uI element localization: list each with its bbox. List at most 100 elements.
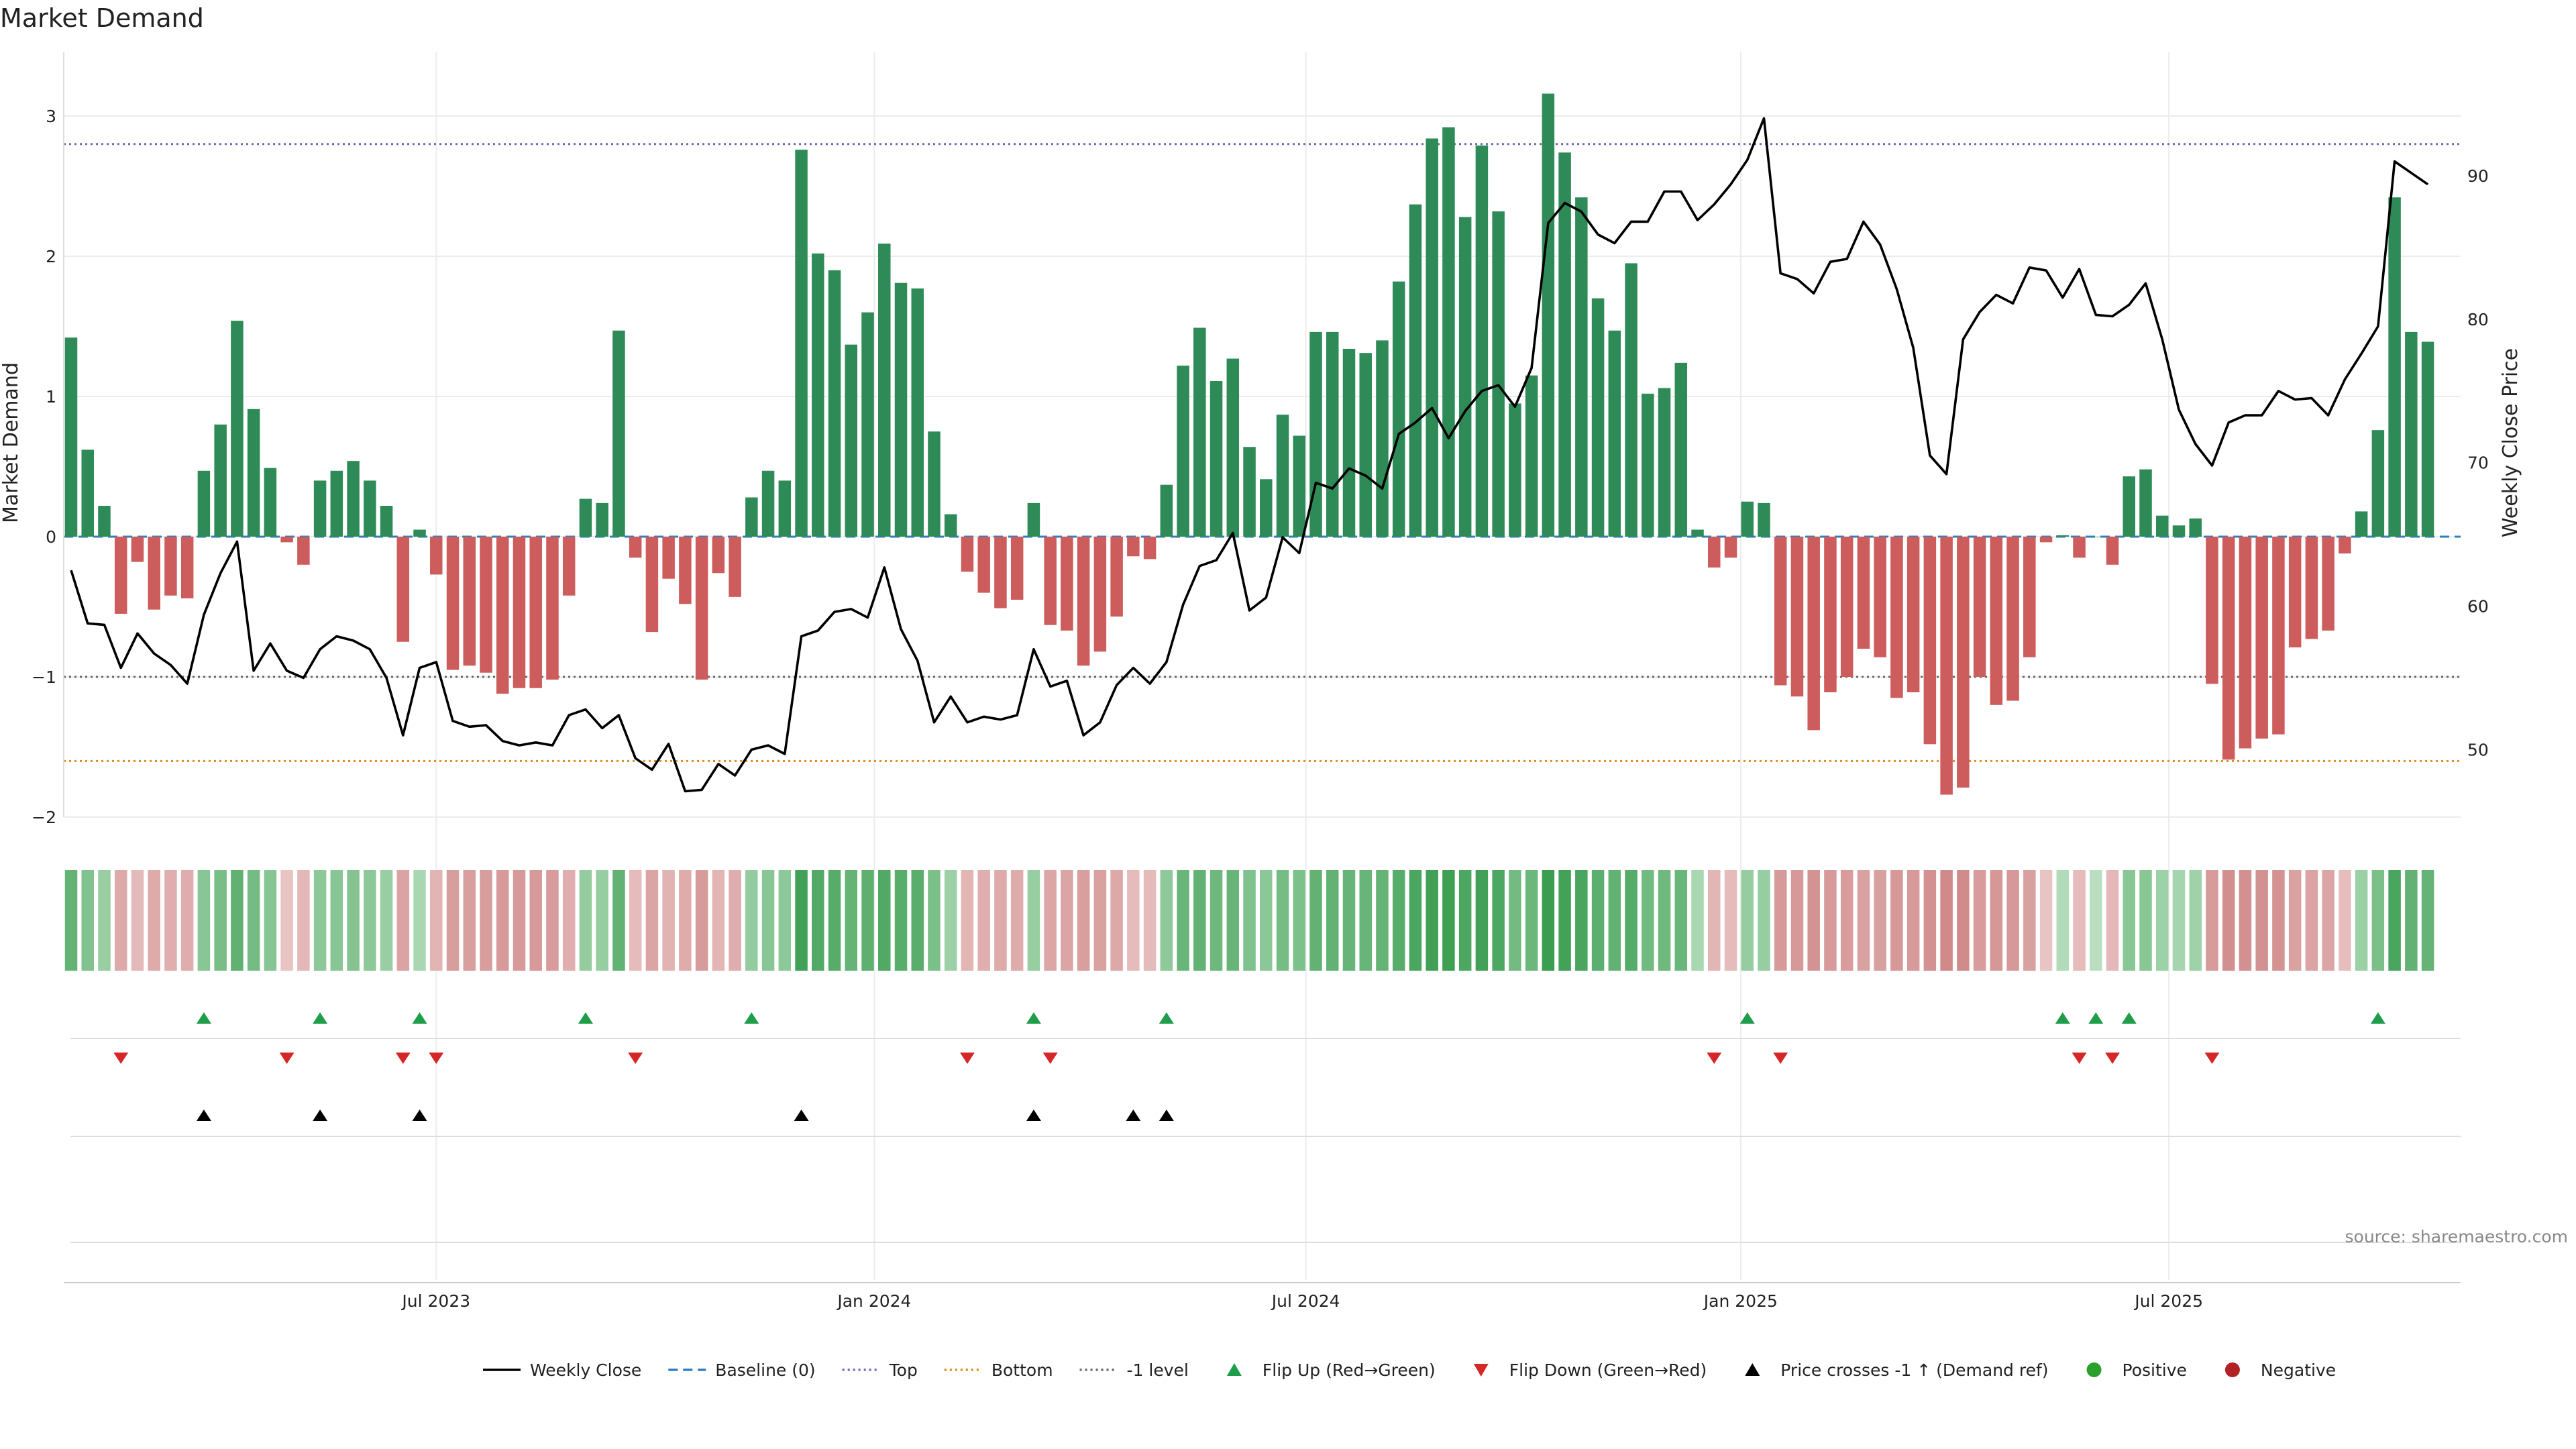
demand-bar — [662, 537, 675, 579]
heatmap-cell — [1226, 870, 1240, 971]
chart-title: Market Demand — [0, 3, 204, 33]
demand-bar — [845, 344, 858, 537]
demand-bar — [928, 431, 941, 537]
demand-bar — [1857, 537, 1870, 649]
demand-bar — [2123, 476, 2136, 537]
price-cross-marker — [1159, 1110, 1174, 1121]
heatmap-cell — [1426, 870, 1438, 971]
demand-bar — [2006, 537, 2019, 701]
heatmap-cell — [1442, 870, 1455, 971]
demand-bar — [1558, 152, 1571, 537]
y2-tick-label: 50 — [2467, 740, 2489, 759]
legend-item: Positive — [2086, 1360, 2187, 1380]
demand-bar — [1923, 537, 1937, 745]
demand-bar — [1790, 537, 1804, 697]
demand-bar — [1077, 537, 1090, 666]
x-tick-label: Jan 2024 — [836, 1291, 911, 1311]
heatmap-cell — [1542, 870, 1555, 971]
legend-label: Weekly Close — [530, 1360, 641, 1380]
demand-bar — [1708, 537, 1721, 568]
legend-label: -1 level — [1127, 1360, 1189, 1380]
heatmap-cell — [1359, 870, 1372, 971]
legend-label: Positive — [2123, 1360, 2187, 1380]
y-tick-label: −1 — [32, 667, 56, 687]
heatmap-cell — [579, 870, 592, 971]
heatmap-cell — [845, 870, 858, 971]
demand-bar — [1509, 403, 1521, 537]
demand-bar — [413, 529, 426, 537]
heatmap-cell — [180, 870, 194, 971]
demand-bar — [164, 537, 177, 596]
demand-bar — [2322, 537, 2334, 631]
demand-bar — [1973, 537, 1986, 677]
demand-bar — [2222, 537, 2235, 760]
legend-label: Flip Down (Green→Red) — [1509, 1360, 1707, 1380]
heatmap-cell — [1724, 870, 1737, 971]
heatmap-cell — [214, 870, 227, 971]
heatmap-cell — [148, 870, 160, 971]
demand-bar — [1840, 537, 1854, 677]
heatmap-cell — [1061, 870, 1073, 971]
demand-bar — [148, 537, 160, 610]
legend: Weekly Close Baseline (0) Top Bottom -1 leve… — [483, 1360, 2336, 1380]
demand-bar — [1359, 353, 1372, 537]
marker-rows — [70, 1012, 2461, 1243]
flip-up-marker — [2370, 1012, 2385, 1024]
demand-bar — [2371, 430, 2385, 537]
demand-bar — [1309, 331, 1322, 537]
heatmap-cell — [1376, 870, 1389, 971]
heatmap-cell — [961, 870, 974, 971]
heatmap-cell — [1044, 870, 1057, 971]
flip-down-marker — [628, 1053, 643, 1064]
demand-bar — [1061, 537, 1073, 631]
flip-down-marker — [279, 1053, 294, 1064]
demand-bar — [1177, 366, 1189, 537]
flip-up-marker — [1159, 1012, 1174, 1024]
demand-bar — [1824, 537, 1837, 692]
demand-bar — [231, 321, 244, 537]
heatmap-cell — [1293, 870, 1306, 971]
demand-bar — [1127, 537, 1140, 557]
flip-up-marker — [2121, 1012, 2137, 1024]
demand-bar — [994, 537, 1007, 608]
demand-bar — [1874, 537, 1886, 657]
flip-down-marker — [2105, 1053, 2121, 1064]
heatmap-cell — [944, 870, 957, 971]
demand-bar — [1642, 393, 1654, 537]
flip-up-marker — [412, 1012, 427, 1024]
heatmap-cell — [795, 870, 808, 971]
x-axis: Jul 2023 Jan 2024 Jul 2024 Jan 2025 Jul 2025 — [64, 1282, 2461, 1311]
legend-item: Price crosses -1 ↑ (Demand ref) — [1745, 1360, 2049, 1380]
heatmap-cell — [2239, 870, 2252, 971]
heatmap-cell — [1625, 870, 1638, 971]
flip-down-marker — [113, 1053, 129, 1064]
demand-bar — [679, 537, 692, 604]
weekly-close-line — [70, 117, 2429, 793]
heatmap-cell — [64, 870, 78, 971]
heatmap-cell — [1509, 870, 1521, 971]
flip-up-marker — [744, 1012, 759, 1024]
legend-item: Weekly Close — [483, 1360, 641, 1380]
demand-bar — [1458, 217, 1472, 537]
demand-bar — [2255, 537, 2268, 739]
demand-bar — [1160, 484, 1173, 537]
heatmap-cell — [1608, 870, 1621, 971]
heatmap-cell — [280, 870, 293, 971]
legend-label: Baseline (0) — [715, 1360, 815, 1380]
heatmap-cell — [2405, 870, 2418, 971]
demand-bar — [2073, 537, 2086, 558]
demand-bar — [1890, 537, 1903, 698]
heatmap-cell — [1093, 870, 1107, 971]
heatmap-cell — [496, 870, 509, 971]
demand-bar — [2155, 515, 2169, 537]
heatmap-cell — [231, 870, 244, 971]
legend-swatch — [2086, 1362, 2102, 1377]
y-axis-label: Market Demand — [0, 362, 23, 523]
y-tick-label: −2 — [32, 808, 56, 827]
heatmap-cell — [2073, 870, 2086, 971]
heatmap-cell — [1907, 870, 1920, 971]
flip-up-marker — [2055, 1012, 2070, 1024]
heatmap-cell — [380, 870, 393, 971]
heatmap-cell — [2023, 870, 2036, 971]
demand-bar — [2023, 537, 2036, 657]
